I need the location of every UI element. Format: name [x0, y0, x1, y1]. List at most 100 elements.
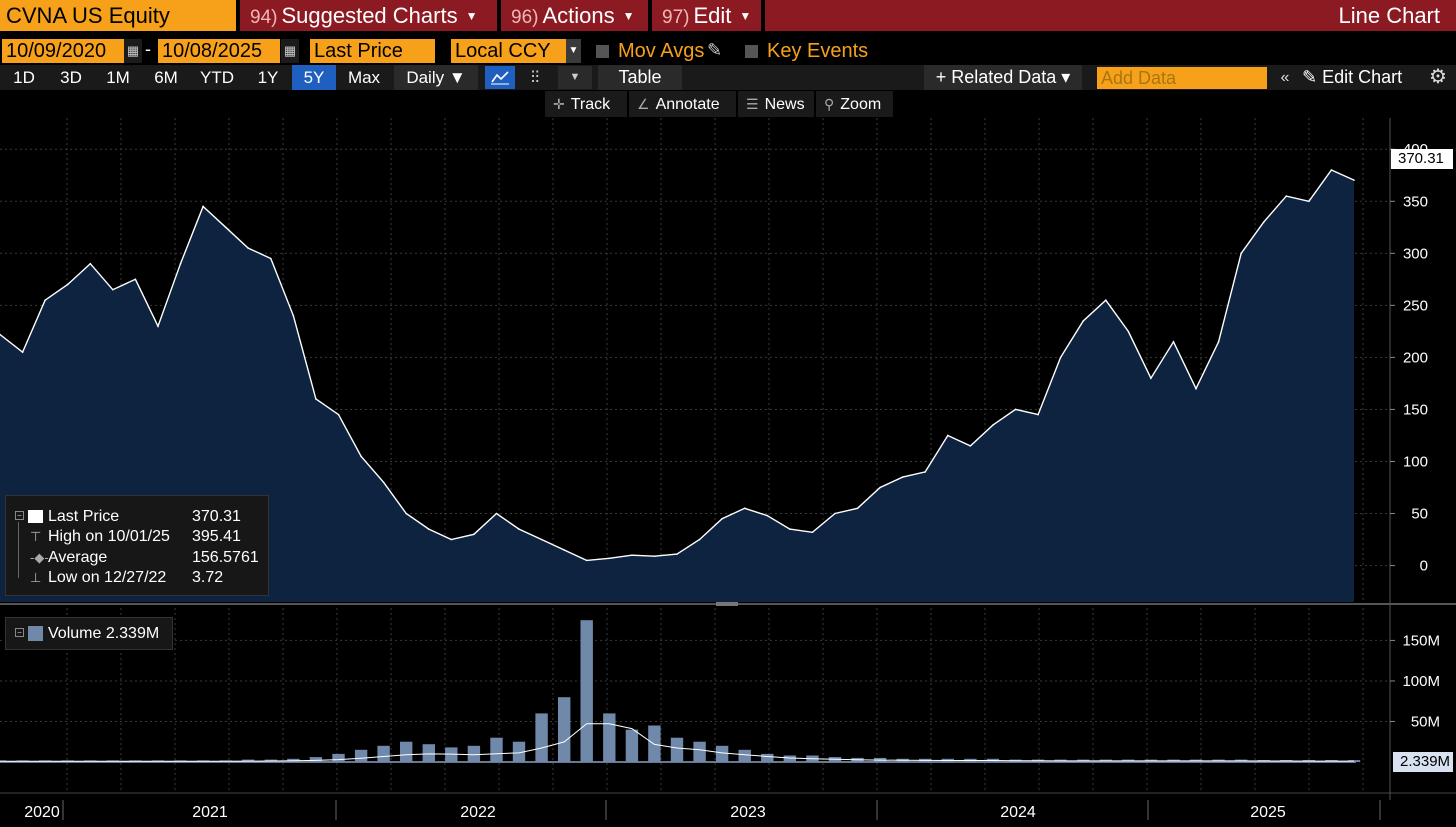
volume-bar: [400, 741, 413, 762]
tool-label: News: [764, 96, 805, 113]
price-point: [676, 553, 678, 555]
price-point: [766, 514, 769, 517]
currency-select[interactable]: Local CCY: [451, 39, 566, 63]
table-button[interactable]: Table: [598, 65, 682, 90]
volume-tick-label: 150M: [1402, 632, 1440, 649]
price-point: [247, 247, 250, 249]
price-field-select[interactable]: Last Price: [310, 39, 435, 63]
calendar-icon[interactable]: ▦: [124, 39, 142, 63]
volume-legend: − Volume 2.339M: [5, 617, 173, 650]
range-3d-button[interactable]: 3D: [60, 68, 82, 87]
price-point: [789, 528, 791, 530]
pencil-icon[interactable]: ✎: [707, 40, 723, 60]
legend-value: 156.5761: [192, 549, 259, 566]
ticker-field[interactable]: CVNA US Equity: [0, 0, 236, 31]
price-point: [179, 262, 182, 265]
price-point: [1285, 195, 1288, 197]
x-tick-label: 2022: [460, 804, 496, 821]
price-point: [631, 554, 633, 556]
price-point: [1059, 356, 1062, 359]
price-point: [1014, 408, 1017, 411]
price-point: [585, 559, 588, 562]
price-point: [270, 257, 272, 260]
header-fill: Line Chart: [765, 0, 1456, 31]
legend-value: 3.72: [192, 569, 224, 586]
frequency-select[interactable]: Daily ▼: [394, 65, 478, 90]
menu-label: Suggested Charts: [281, 3, 458, 28]
y-tick-label: 300: [1403, 245, 1428, 262]
price-point: [834, 512, 836, 515]
price-point: [1308, 200, 1310, 203]
volume-bar: [648, 725, 661, 762]
y-tick-label: 350: [1403, 193, 1428, 210]
zoom-tool[interactable]: ⚲ Zoom: [816, 91, 893, 117]
chevron-down-icon: ▼: [739, 9, 752, 23]
range-max-button[interactable]: Max: [347, 68, 381, 87]
legend-value: 395.41: [192, 528, 241, 545]
ohlc-bar-icon[interactable]: ⫶⫶: [530, 68, 540, 87]
price-legend: − Last Price 370.31 ⊤ High on 10/01/25 395.…: [5, 495, 269, 596]
price-point: [1353, 179, 1355, 181]
settings-bar: 10/09/2020 ▦ - 10/08/2025 ▦ Last Price L…: [0, 37, 1456, 65]
range-5y-button[interactable]: 5Y: [292, 65, 336, 90]
price-point: [1037, 413, 1039, 416]
price-point: [202, 205, 204, 208]
track-tool[interactable]: ✛ Track: [545, 91, 627, 117]
range-1m-button[interactable]: 1M: [106, 68, 130, 87]
x-tick-label: 2023: [730, 804, 766, 821]
end-date-field[interactable]: 10/08/2025: [158, 39, 280, 63]
suggested-charts-menu[interactable]: 94) Suggested Charts ▼: [240, 0, 497, 31]
volume-bar: [693, 741, 706, 762]
price-point: [292, 314, 295, 317]
annotate-tool[interactable]: ∠ Annotate: [629, 91, 736, 117]
mov-avgs-checkbox[interactable]: [596, 45, 609, 58]
price-point: [518, 528, 520, 530]
key-events-checkbox[interactable]: [745, 45, 758, 58]
price-point: [721, 517, 723, 520]
menu-number: 94): [250, 7, 278, 28]
pencil-icon: ✎: [1302, 67, 1323, 87]
collapse-toggle-icon[interactable]: −: [15, 511, 24, 520]
legend-tree-line: [18, 522, 28, 578]
price-point: [473, 533, 475, 536]
price-point: [495, 512, 498, 515]
edit-chart-label: Edit Chart: [1322, 67, 1403, 87]
chevron-down-icon[interactable]: ▼: [558, 66, 592, 89]
actions-menu[interactable]: 96) Actions ▼: [501, 0, 648, 31]
range-1d-button[interactable]: 1D: [13, 68, 35, 87]
volume-bar: [670, 737, 684, 762]
calendar-icon[interactable]: ▦: [281, 39, 299, 63]
y-tick-label: 250: [1403, 297, 1428, 314]
price-point: [992, 424, 994, 426]
low-marker-icon: ⊥: [30, 570, 42, 585]
start-date-field[interactable]: 10/09/2020: [2, 39, 124, 63]
legend-high: ⊤ High on 10/01/25 395.41: [6, 527, 266, 547]
mov-avgs-label[interactable]: Mov Avgs: [618, 40, 705, 62]
collapse-toggle-icon[interactable]: −: [15, 628, 24, 637]
price-point: [44, 299, 46, 301]
edit-menu[interactable]: 97) Edit ▼: [652, 0, 761, 31]
volume-bar: [535, 713, 548, 762]
range-ytd-button[interactable]: YTD: [200, 68, 234, 87]
edit-chart-button[interactable]: ✎ Edit Chart: [1302, 65, 1418, 90]
gear-icon[interactable]: ⚙: [1429, 66, 1447, 88]
y-tick-label: 200: [1403, 349, 1428, 366]
news-tool[interactable]: ☰ News: [738, 91, 814, 117]
range-6m-button[interactable]: 6M: [154, 68, 178, 87]
range-1y-button[interactable]: 1Y: [257, 68, 279, 87]
y-tick-label: 0: [1420, 558, 1428, 575]
key-events-label[interactable]: Key Events: [767, 40, 869, 62]
price-point: [1150, 377, 1152, 380]
x-tick-label: 2020: [24, 804, 60, 821]
chevron-down-icon[interactable]: ▼: [566, 39, 581, 63]
price-point: [653, 555, 656, 558]
line-chart-icon[interactable]: [485, 66, 515, 89]
double-chevron-left-icon[interactable]: «: [1280, 69, 1290, 86]
price-point: [112, 288, 114, 291]
x-tick-label: 2024: [1000, 804, 1036, 821]
add-data-input[interactable]: Add Data: [1097, 67, 1267, 89]
date-separator: -: [145, 39, 151, 59]
price-point: [698, 538, 701, 541]
related-data-button[interactable]: + Related Data ▾: [924, 65, 1082, 90]
